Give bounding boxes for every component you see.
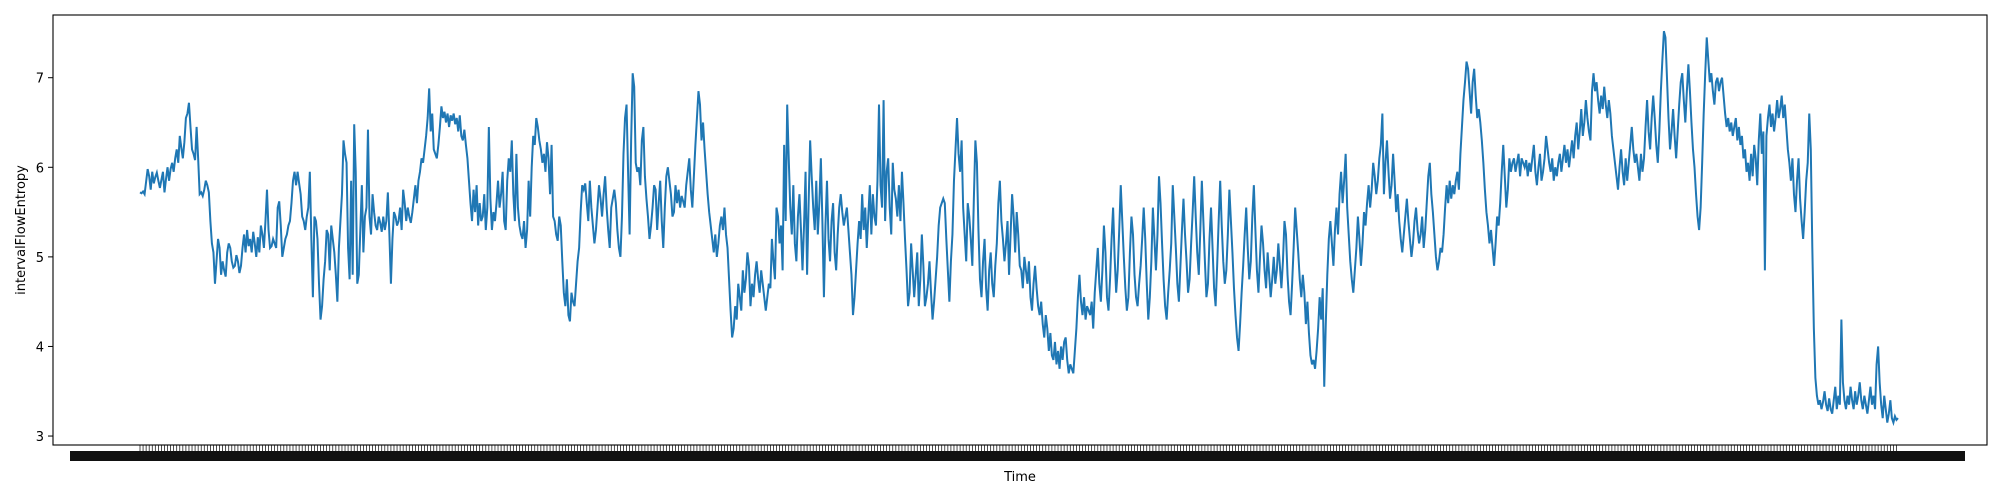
y-tick-label: 6 — [36, 161, 44, 176]
y-axis: 3 4 5 6 7 — [36, 72, 53, 445]
y-tick-label: 7 — [36, 72, 44, 87]
y-tick-label: 4 — [36, 340, 44, 355]
x-tick-labels-overlap — [70, 451, 1965, 461]
plot-frame — [52, 14, 1988, 446]
x-axis-ticks — [70, 445, 1965, 461]
y-axis-label: intervalFlowEntropy — [14, 165, 29, 295]
y-tick-label: 3 — [36, 430, 44, 445]
y-tick-label: 5 — [36, 251, 44, 266]
series-line — [139, 30, 1899, 427]
x-axis-label: Time — [1003, 470, 1036, 485]
